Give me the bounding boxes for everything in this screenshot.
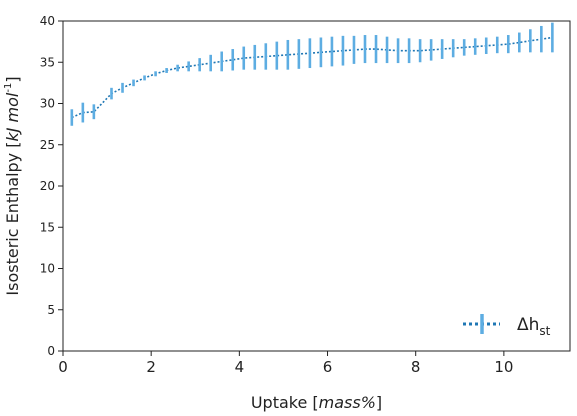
legend-symbol: Δh xyxy=(517,315,539,335)
y-axis-label-suffix: ] xyxy=(3,76,22,82)
y-tick-label: 35 xyxy=(40,55,55,69)
legend: Δhst xyxy=(463,314,551,338)
y-tick-label: 15 xyxy=(40,220,55,234)
x-tick-label: 8 xyxy=(411,358,421,376)
x-tick-label: 10 xyxy=(494,358,513,376)
x-axis-label-unit: mass% xyxy=(319,393,376,412)
y-axis-label-unit: kJ mol xyxy=(3,92,22,141)
series-line xyxy=(71,36,553,119)
y-tick-label: 25 xyxy=(40,138,55,152)
x-axis-label-suffix: ] xyxy=(376,393,382,412)
x-tick-label: 2 xyxy=(146,358,156,376)
y-tick-label: 5 xyxy=(47,303,55,317)
x-tick-label: 4 xyxy=(235,358,245,376)
y-tick-label: 20 xyxy=(40,179,55,193)
x-axis-label: Uptake [mass%] xyxy=(251,393,382,412)
y-axis-label-sup: -1 xyxy=(3,83,14,93)
y-tick-label: 0 xyxy=(47,344,55,358)
plot-frame xyxy=(62,20,571,352)
x-tick-label: 6 xyxy=(323,358,333,376)
y-axis-label: Isosteric Enthalpy [kJ mol-1] xyxy=(3,76,22,295)
x-axis-label-prefix: Uptake [ xyxy=(251,393,319,412)
legend-subscript: st xyxy=(539,324,550,338)
y-tick-label: 40 xyxy=(40,14,55,28)
x-tick-label: 0 xyxy=(58,358,68,376)
y-tick-label: 30 xyxy=(40,97,55,111)
y-axis-label-prefix: Isosteric Enthalpy [ xyxy=(3,142,22,296)
legend-label: Δhst xyxy=(517,315,551,338)
y-tick-label: 10 xyxy=(40,262,55,276)
